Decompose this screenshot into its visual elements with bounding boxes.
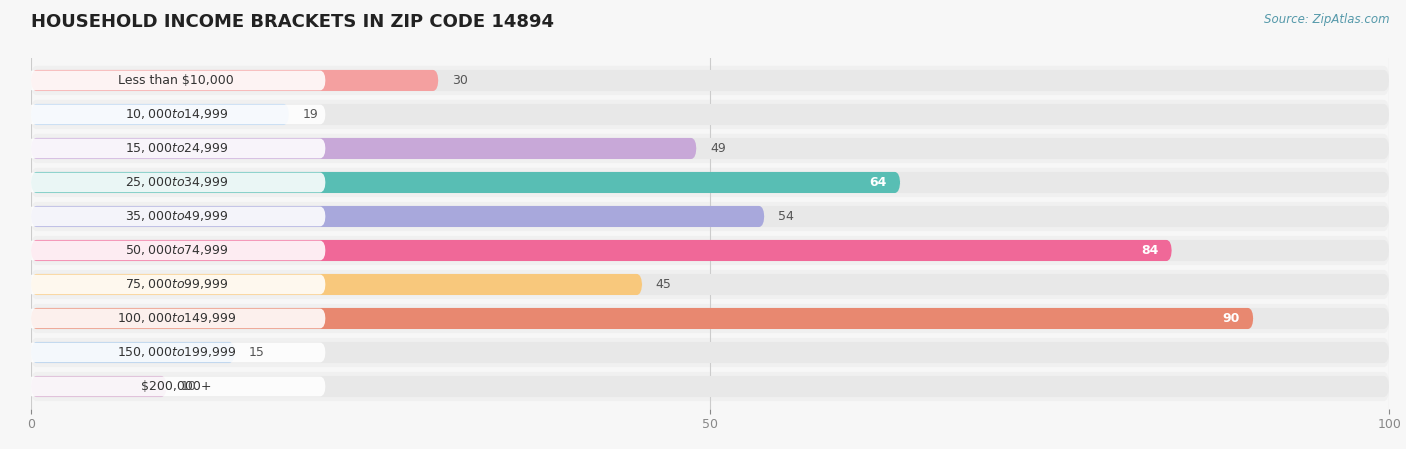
FancyBboxPatch shape xyxy=(31,338,1389,367)
Text: $200,000+: $200,000+ xyxy=(141,380,211,393)
FancyBboxPatch shape xyxy=(31,270,1389,299)
FancyBboxPatch shape xyxy=(31,168,1389,197)
FancyBboxPatch shape xyxy=(27,70,326,90)
Text: $25,000 to $34,999: $25,000 to $34,999 xyxy=(125,176,228,189)
Text: $10,000 to $14,999: $10,000 to $14,999 xyxy=(125,107,228,122)
Text: 45: 45 xyxy=(655,278,672,291)
FancyBboxPatch shape xyxy=(31,274,643,295)
FancyBboxPatch shape xyxy=(27,105,326,124)
FancyBboxPatch shape xyxy=(27,377,326,396)
FancyBboxPatch shape xyxy=(31,304,1389,333)
FancyBboxPatch shape xyxy=(31,138,696,159)
FancyBboxPatch shape xyxy=(31,308,1389,329)
FancyBboxPatch shape xyxy=(31,134,1389,163)
Text: 30: 30 xyxy=(451,74,468,87)
FancyBboxPatch shape xyxy=(31,274,1389,295)
FancyBboxPatch shape xyxy=(31,308,1253,329)
FancyBboxPatch shape xyxy=(27,308,326,328)
Text: $75,000 to $99,999: $75,000 to $99,999 xyxy=(125,277,228,291)
FancyBboxPatch shape xyxy=(31,202,1389,231)
FancyBboxPatch shape xyxy=(31,66,1389,95)
FancyBboxPatch shape xyxy=(27,241,326,260)
Text: $15,000 to $24,999: $15,000 to $24,999 xyxy=(125,141,228,155)
Text: 54: 54 xyxy=(778,210,794,223)
Text: $100,000 to $149,999: $100,000 to $149,999 xyxy=(117,312,236,326)
Text: 15: 15 xyxy=(249,346,264,359)
FancyBboxPatch shape xyxy=(31,240,1389,261)
Text: Less than $10,000: Less than $10,000 xyxy=(118,74,235,87)
FancyBboxPatch shape xyxy=(31,104,290,125)
Text: $35,000 to $49,999: $35,000 to $49,999 xyxy=(125,210,228,224)
FancyBboxPatch shape xyxy=(31,372,1389,401)
FancyBboxPatch shape xyxy=(31,70,439,91)
FancyBboxPatch shape xyxy=(31,240,1171,261)
Text: 84: 84 xyxy=(1140,244,1159,257)
FancyBboxPatch shape xyxy=(31,342,235,363)
FancyBboxPatch shape xyxy=(31,100,1389,129)
FancyBboxPatch shape xyxy=(27,139,326,158)
FancyBboxPatch shape xyxy=(27,343,326,362)
FancyBboxPatch shape xyxy=(27,275,326,295)
Text: HOUSEHOLD INCOME BRACKETS IN ZIP CODE 14894: HOUSEHOLD INCOME BRACKETS IN ZIP CODE 14… xyxy=(31,13,554,31)
Text: 10: 10 xyxy=(180,380,197,393)
Text: 64: 64 xyxy=(869,176,887,189)
FancyBboxPatch shape xyxy=(27,207,326,226)
FancyBboxPatch shape xyxy=(31,172,900,193)
FancyBboxPatch shape xyxy=(31,104,1389,125)
FancyBboxPatch shape xyxy=(31,206,1389,227)
Text: 49: 49 xyxy=(710,142,725,155)
FancyBboxPatch shape xyxy=(31,342,1389,363)
Text: Source: ZipAtlas.com: Source: ZipAtlas.com xyxy=(1264,13,1389,26)
Text: $150,000 to $199,999: $150,000 to $199,999 xyxy=(117,345,236,360)
FancyBboxPatch shape xyxy=(31,236,1389,265)
Text: 90: 90 xyxy=(1222,312,1240,325)
FancyBboxPatch shape xyxy=(27,172,326,192)
Text: 19: 19 xyxy=(302,108,318,121)
FancyBboxPatch shape xyxy=(31,138,1389,159)
FancyBboxPatch shape xyxy=(31,376,167,397)
FancyBboxPatch shape xyxy=(31,70,1389,91)
FancyBboxPatch shape xyxy=(31,376,1389,397)
FancyBboxPatch shape xyxy=(31,172,1389,193)
FancyBboxPatch shape xyxy=(31,206,765,227)
Text: $50,000 to $74,999: $50,000 to $74,999 xyxy=(125,243,228,257)
